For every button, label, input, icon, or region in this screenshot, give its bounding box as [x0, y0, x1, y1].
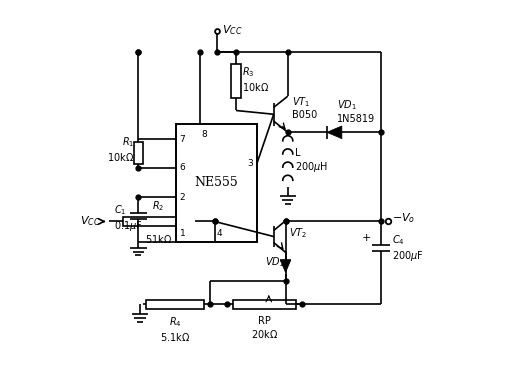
- Text: 6: 6: [179, 163, 185, 172]
- Text: $VD_2$: $VD_2$: [264, 255, 284, 269]
- Text: $VD_1$
1N5819: $VD_1$ 1N5819: [337, 99, 375, 124]
- Text: $R_1$
10k$\Omega$: $R_1$ 10k$\Omega$: [107, 135, 134, 163]
- Text: 7: 7: [179, 135, 185, 144]
- Text: 8: 8: [201, 130, 207, 139]
- Text: $VT_2$: $VT_2$: [288, 226, 306, 240]
- Text: 3: 3: [247, 160, 252, 168]
- Bar: [232, 300, 295, 309]
- Text: L
200$\mu$H: L 200$\mu$H: [294, 147, 327, 174]
- Text: RP
20k$\Omega$: RP 20k$\Omega$: [250, 316, 277, 340]
- Text: $C_1$
0.1$\mu$F: $C_1$ 0.1$\mu$F: [114, 203, 142, 233]
- Text: 51k$\Omega$: 51k$\Omega$: [145, 233, 172, 245]
- Text: $R_4$
5.1k$\Omega$: $R_4$ 5.1k$\Omega$: [160, 316, 189, 343]
- Polygon shape: [280, 260, 290, 273]
- Bar: [123, 217, 194, 226]
- Bar: [145, 300, 204, 309]
- Bar: [133, 143, 142, 164]
- Bar: [231, 64, 240, 98]
- Text: $-V_o$: $-V_o$: [391, 211, 415, 226]
- Text: 1: 1: [179, 229, 185, 238]
- Text: NE555: NE555: [194, 176, 238, 190]
- Text: $C_4$
200$\mu$F: $C_4$ 200$\mu$F: [391, 233, 423, 263]
- Text: $R_2$: $R_2$: [152, 199, 165, 213]
- Text: 4: 4: [216, 229, 221, 238]
- Text: 2: 2: [179, 193, 185, 202]
- Text: $V_{CC}$: $V_{CC}$: [80, 215, 100, 229]
- Text: +: +: [361, 233, 371, 243]
- Text: $R_3$
10k$\Omega$: $R_3$ 10k$\Omega$: [241, 66, 269, 93]
- Bar: [176, 124, 256, 242]
- Text: $VT_1$
B050: $VT_1$ B050: [291, 95, 316, 120]
- Text: $V_{CC}$: $V_{CC}$: [221, 23, 242, 36]
- Polygon shape: [326, 126, 341, 139]
